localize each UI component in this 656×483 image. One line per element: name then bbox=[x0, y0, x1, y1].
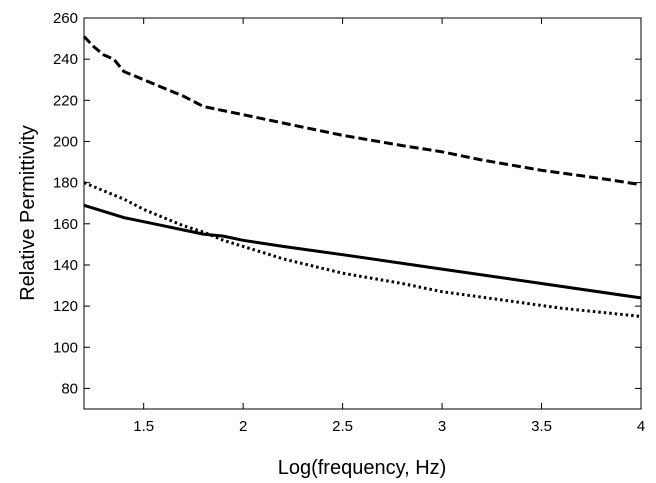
y-tick-label: 200 bbox=[53, 133, 78, 150]
y-tick-label: 160 bbox=[53, 216, 78, 233]
y-tick-label: 120 bbox=[53, 298, 78, 315]
x-tick-label: 2.5 bbox=[332, 418, 353, 435]
x-tick-label: 2 bbox=[239, 418, 247, 435]
plot-area bbox=[83, 17, 642, 410]
x-tick-label: 4 bbox=[637, 418, 645, 435]
y-tick-label: 240 bbox=[53, 51, 78, 68]
x-axis: 1.5 2 2.5 3 3.5 4 bbox=[133, 18, 645, 435]
y-tick-label: 180 bbox=[53, 175, 78, 192]
x-axis-label: Log(frequency, Hz) bbox=[278, 457, 447, 479]
y-tick-label: 80 bbox=[61, 380, 78, 397]
y-tick-label: 260 bbox=[53, 10, 78, 27]
x-tick-label: 3 bbox=[438, 418, 446, 435]
y-tick-label: 100 bbox=[53, 339, 78, 356]
x-tick-label: 3.5 bbox=[531, 418, 552, 435]
x-tick-label: 1.5 bbox=[133, 418, 154, 435]
series-layer bbox=[82, 35, 642, 318]
series-dotted-line bbox=[83, 181, 642, 318]
y-tick-label: 140 bbox=[53, 257, 78, 274]
series-dashed-line bbox=[82, 35, 642, 187]
y-axis: 80 100 120 140 160 180 200 220 240 260 bbox=[53, 10, 641, 397]
y-tick-label: 220 bbox=[53, 92, 78, 109]
y-axis-label: Relative Permittivity bbox=[17, 125, 39, 301]
